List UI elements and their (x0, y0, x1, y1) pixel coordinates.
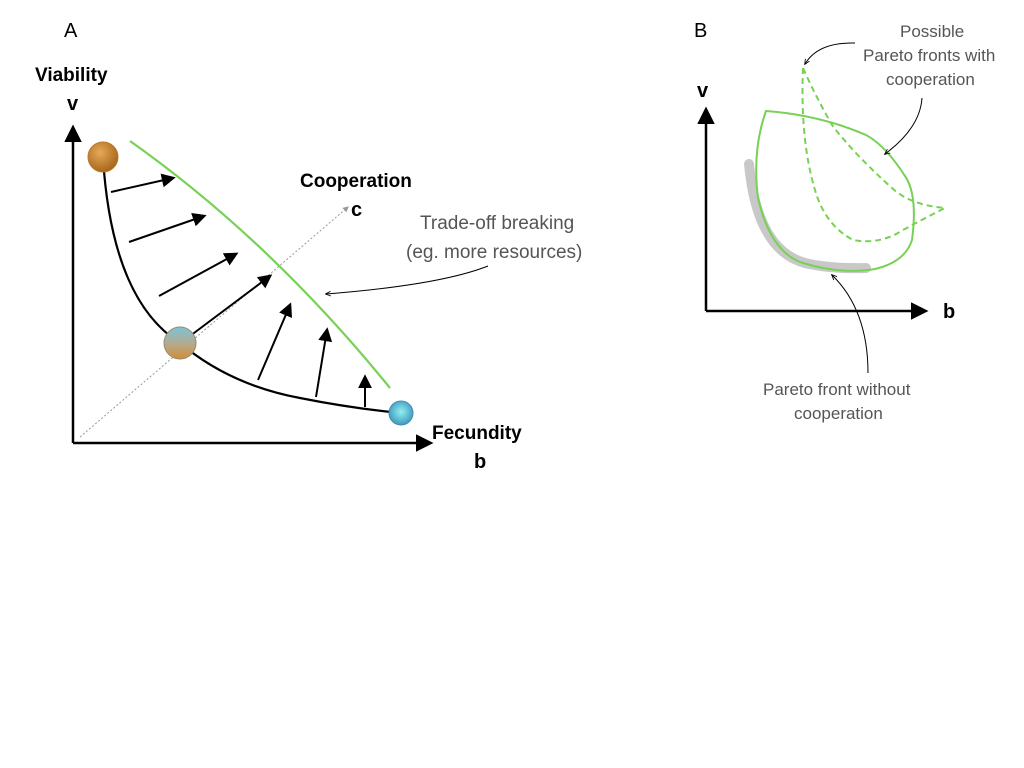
panel-a-annotation-line2: (eg. more resources) (406, 242, 582, 263)
panel-a-annotation-line1: Trade-off breaking (420, 213, 574, 234)
shift-arrow (189, 274, 273, 337)
panel-a: A Viability v Fecundity b Cooperation c (35, 20, 582, 473)
panel-b-front-no-coop (744, 159, 871, 274)
phenotype-sphere-intermediate (163, 326, 197, 360)
panel-a-extended-front (129, 140, 391, 389)
panel-b-x-axis-var: b (943, 301, 955, 323)
panel-b-top-annotation-line2: Pareto fronts with (863, 46, 995, 65)
phenotype-sphere-fecundity (388, 400, 414, 426)
panel-a-shift-arrows (110, 173, 372, 407)
panel-a-diag-axis (79, 206, 349, 438)
shift-arrow (158, 252, 239, 297)
shift-arrow (315, 327, 333, 398)
panel-a-x-axis-var: b (474, 451, 486, 473)
panel-a-diag-axis-var: c (351, 199, 362, 221)
panel-a-label: A (64, 20, 78, 42)
panel-b: B v b Possible Pareto fronts with cooper… (694, 20, 995, 423)
panel-b-top-pointer-left (805, 42, 856, 64)
shift-arrow (257, 302, 293, 381)
panel-a-y-axis-title: Viability (35, 65, 108, 86)
panel-b-top-annotation-line1: Possible (900, 22, 964, 41)
panel-b-front-coop-solid (755, 109, 915, 272)
panel-a-annotation-pointer (326, 265, 489, 294)
panel-a-diag-axis-title: Cooperation (300, 171, 412, 192)
panel-b-bottom-annotation-line1: Pareto front without (763, 380, 911, 399)
panel-a-x-axis-title: Fecundity (432, 423, 522, 444)
panel-b-bottom-pointer (832, 275, 869, 374)
panel-b-top-pointer-right (885, 97, 923, 154)
panel-b-bottom-annotation-line2: cooperation (794, 404, 883, 423)
panel-b-y-axis-var: v (697, 80, 709, 102)
shift-arrow (110, 173, 176, 193)
shift-arrow (128, 213, 207, 243)
panel-a-y-axis-var: v (67, 93, 79, 115)
panel-b-label: B (694, 20, 707, 42)
panel-b-front-coop-dashed (801, 67, 949, 243)
panel-b-top-annotation-line3: cooperation (886, 70, 975, 89)
phenotype-sphere-viability (87, 141, 119, 173)
panel-a-tradeoff-curve (101, 157, 401, 415)
